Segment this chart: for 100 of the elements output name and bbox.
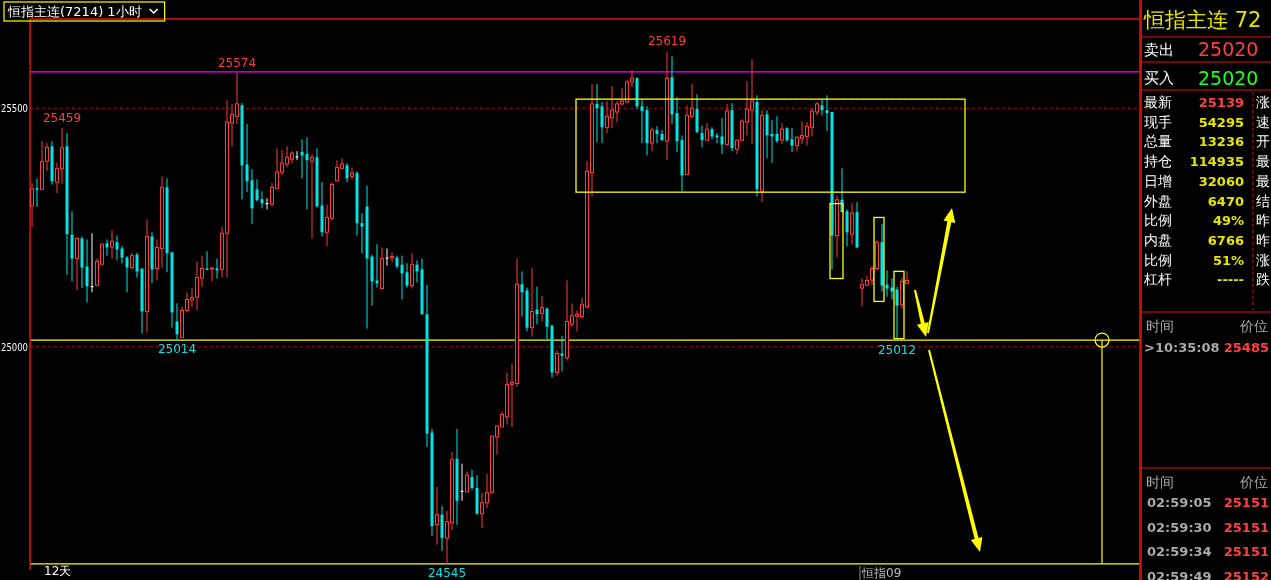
text: 持仓	[1144, 153, 1172, 170]
y-tick-label: 25000	[1, 340, 36, 354]
candlestick	[210, 267, 214, 282]
candlestick	[820, 98, 824, 116]
candlestick	[255, 178, 259, 202]
candlestick	[390, 251, 394, 263]
text: 02:59:34	[1147, 544, 1212, 559]
candlestick	[35, 178, 39, 208]
candlestick	[350, 166, 354, 180]
candlestick	[885, 269, 889, 298]
text: 02:59:49	[1147, 568, 1212, 580]
text: 内盘	[1144, 231, 1172, 248]
candlestick	[540, 295, 544, 322]
candlestick	[75, 236, 79, 291]
candlestick	[115, 235, 119, 261]
text: 涨	[1256, 94, 1270, 110]
candlestick	[595, 83, 599, 143]
candlestick	[405, 262, 409, 289]
candlestick	[655, 125, 659, 144]
text: 51%	[1212, 252, 1244, 268]
candlestick	[435, 486, 439, 546]
candlestick	[415, 259, 419, 283]
candlestick	[400, 255, 404, 301]
text: -----	[1217, 272, 1244, 288]
candlestick	[460, 463, 464, 502]
candlestick	[440, 505, 444, 552]
text: 恒指主连 72	[1143, 8, 1262, 32]
candlestick	[695, 93, 699, 134]
annotation: 24545	[427, 565, 467, 580]
candlestick	[765, 109, 769, 159]
annotation: 25619	[647, 34, 687, 49]
text: 最	[1256, 153, 1270, 170]
candlestick	[360, 212, 364, 254]
text: 速	[1256, 113, 1270, 130]
candlestick	[700, 124, 704, 148]
candlestick	[790, 127, 794, 153]
text: 25151	[1223, 544, 1269, 559]
candlestick	[295, 150, 299, 161]
candlestick	[530, 267, 534, 338]
text: 外盘	[1144, 192, 1172, 209]
text: 25020	[1198, 38, 1259, 60]
text: 6470	[1207, 193, 1244, 209]
y-tick-label: 25500	[1, 102, 36, 116]
candlestick	[265, 197, 269, 210]
candlestick	[410, 252, 414, 290]
candlestick	[715, 132, 719, 144]
candlestick	[470, 469, 474, 491]
candlestick	[85, 238, 89, 303]
candlestick	[720, 117, 724, 155]
candlestick	[520, 270, 524, 318]
annotation: 25012	[877, 343, 917, 358]
text: 02:59:30	[1147, 519, 1212, 535]
candlestick	[300, 138, 304, 179]
text: 日增	[1144, 172, 1172, 189]
candlestick	[105, 238, 109, 257]
text: 6766	[1207, 232, 1244, 248]
text: 涨	[1256, 251, 1270, 268]
candlestick	[70, 210, 74, 282]
text: 最	[1256, 172, 1270, 189]
candlestick	[465, 471, 469, 493]
text: 02:59:05	[1147, 495, 1212, 510]
text: 25020	[1198, 67, 1259, 89]
candlestick	[660, 129, 664, 142]
text: 25151	[1223, 495, 1269, 510]
annotation: 25014	[157, 342, 197, 357]
candlestick	[110, 229, 114, 259]
text: 买入	[1144, 69, 1174, 87]
candlestick	[385, 247, 389, 267]
candlestick	[905, 270, 909, 285]
annotation: 恒指09	[861, 566, 902, 580]
text: 最新	[1144, 94, 1172, 110]
candlestick	[825, 94, 829, 132]
candlestick	[600, 101, 604, 144]
candlestick	[125, 255, 129, 293]
text: >10:35:08	[1144, 340, 1220, 355]
text: 开	[1256, 133, 1270, 150]
text: 价位	[1239, 318, 1268, 334]
annotation: 25459	[42, 110, 82, 125]
text: 49%	[1212, 213, 1244, 229]
text: 价位	[1239, 474, 1268, 490]
candlestick	[30, 182, 34, 228]
candlestick	[305, 136, 309, 210]
text: 114935	[1189, 154, 1244, 170]
candlestick	[375, 243, 379, 289]
text: 25485	[1223, 340, 1269, 355]
annotation: 12天	[44, 564, 72, 578]
candlestick	[560, 335, 564, 373]
text: 32060	[1198, 173, 1244, 189]
text: 昨	[1256, 231, 1270, 248]
candlestick	[640, 99, 644, 144]
text: 杠杆	[1143, 271, 1172, 288]
candlestick	[345, 162, 349, 183]
text: 比例	[1144, 251, 1172, 268]
text: 昨	[1256, 212, 1270, 229]
text: 25139	[1198, 95, 1244, 110]
text: 比例	[1144, 212, 1172, 229]
candlestick	[775, 115, 779, 144]
text: 54295	[1198, 114, 1244, 130]
candlestick	[780, 122, 784, 145]
candlestick	[245, 123, 249, 193]
